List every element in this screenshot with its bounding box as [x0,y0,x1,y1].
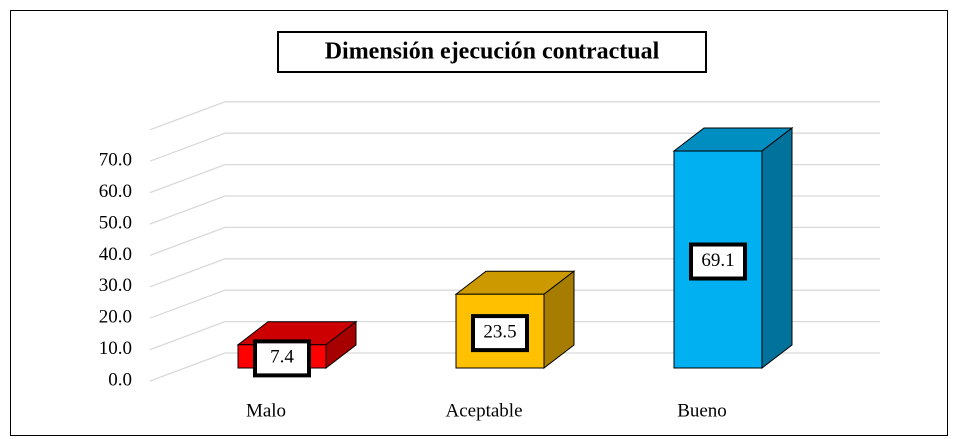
title-box [277,31,707,73]
grid-line [149,320,880,351]
bar-side [761,127,793,370]
y-tick-label: 30.0 [99,275,132,296]
grid-line [149,132,880,162]
x-tick-label: Bueno [677,400,727,421]
x-tick-label: Aceptable [445,400,522,421]
x-tick-label: Malo [246,400,286,421]
value-label: 69.1 [701,250,734,271]
y-tick-label: 20.0 [99,307,132,328]
value-label-box [253,339,311,378]
value-label-box [689,242,747,281]
value-label: 7.4 [270,347,294,368]
y-tick-label: 40.0 [99,244,132,265]
grid-line [149,163,880,194]
y-tick-label: 0.0 [108,369,132,390]
y-tick-label: 60.0 [99,181,132,202]
y-tick-label: 10.0 [99,338,132,359]
grid-line [149,226,880,257]
grid-line [149,289,880,319]
grid-line [149,352,880,382]
value-label: 23.5 [483,321,516,342]
grid-line [149,195,880,225]
value-label-box [471,314,529,353]
y-tick-label: 50.0 [99,212,132,233]
grid-line [149,258,880,288]
y-tick-label: 70.0 [99,150,132,171]
chart-title: Dimensión ejecución contractual [325,39,660,65]
grid-line [149,101,880,131]
